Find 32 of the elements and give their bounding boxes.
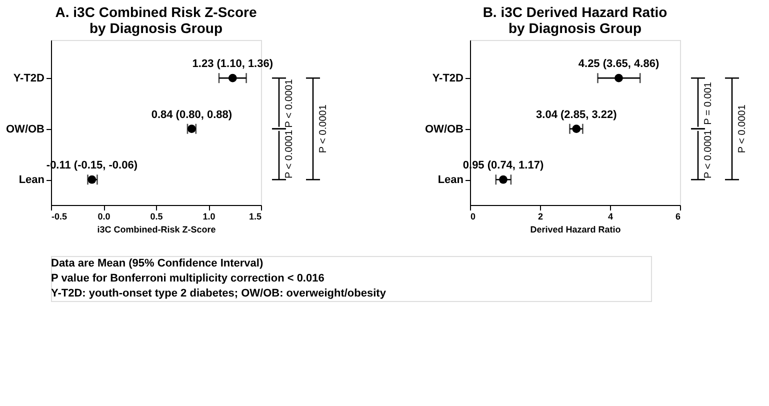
x-axis-title: i3C Combined-Risk Z-Score — [97, 224, 216, 234]
text: P < 0.0001 — [703, 130, 714, 178]
x-tick-label: 1.5 — [248, 212, 262, 222]
x-tick-label: 0.5 — [150, 212, 163, 222]
data-label: 1.23 (1.10, 1.36) — [192, 58, 274, 70]
x-tick-label: 1.0 — [202, 212, 216, 222]
text: P = 0.001 — [703, 82, 714, 125]
chart-title: B. i3C Derived Hazard Ratio by Diagnosis Group — [482, 4, 668, 36]
x-tick-label: -0.5 — [52, 212, 68, 222]
x-tick-label: 4 — [608, 212, 614, 222]
y-tick-label: Y-T2D — [432, 72, 464, 85]
text: P < 0.0001 — [284, 78, 295, 128]
x-axis-title: Derived Hazard Ratio — [530, 224, 622, 234]
x-tick-label: 6 — [675, 212, 680, 222]
x-tick-label: 0 — [470, 212, 476, 222]
y-tick-label: Lean — [438, 174, 464, 186]
text: P < 0.0001 — [284, 130, 295, 178]
data-label: 4.25 (3.65, 4.86) — [578, 58, 660, 70]
text: Y-T2D: youth-onset type 2 diabetes; OW/OB: overweight/obesity — [51, 288, 387, 300]
text: Data are Mean (95% Confidence Interval) — [51, 258, 264, 270]
data-label: 0.84 (0.80, 0.88) — [151, 108, 232, 121]
y-tick-label: OW/OB — [425, 123, 464, 136]
y-tick-label: Y-T2D — [13, 72, 45, 85]
x-tick-label: 0.0 — [98, 212, 110, 222]
chart-title: A. i3C Combined Risk Z-Score by Diagnosis Group — [55, 4, 257, 36]
y-tick-label: OW/OB — [6, 123, 45, 136]
text: P < 0.0001 — [737, 104, 748, 154]
text: P value for Bonferroni multiplicity correction < 0.016 — [51, 272, 324, 284]
data-label: 3.04 (2.85, 3.22) — [536, 108, 618, 121]
y-tick-label: Lean — [18, 174, 45, 186]
x-tick-label: 2 — [538, 212, 544, 222]
text: P < 0.0001 — [318, 104, 329, 154]
